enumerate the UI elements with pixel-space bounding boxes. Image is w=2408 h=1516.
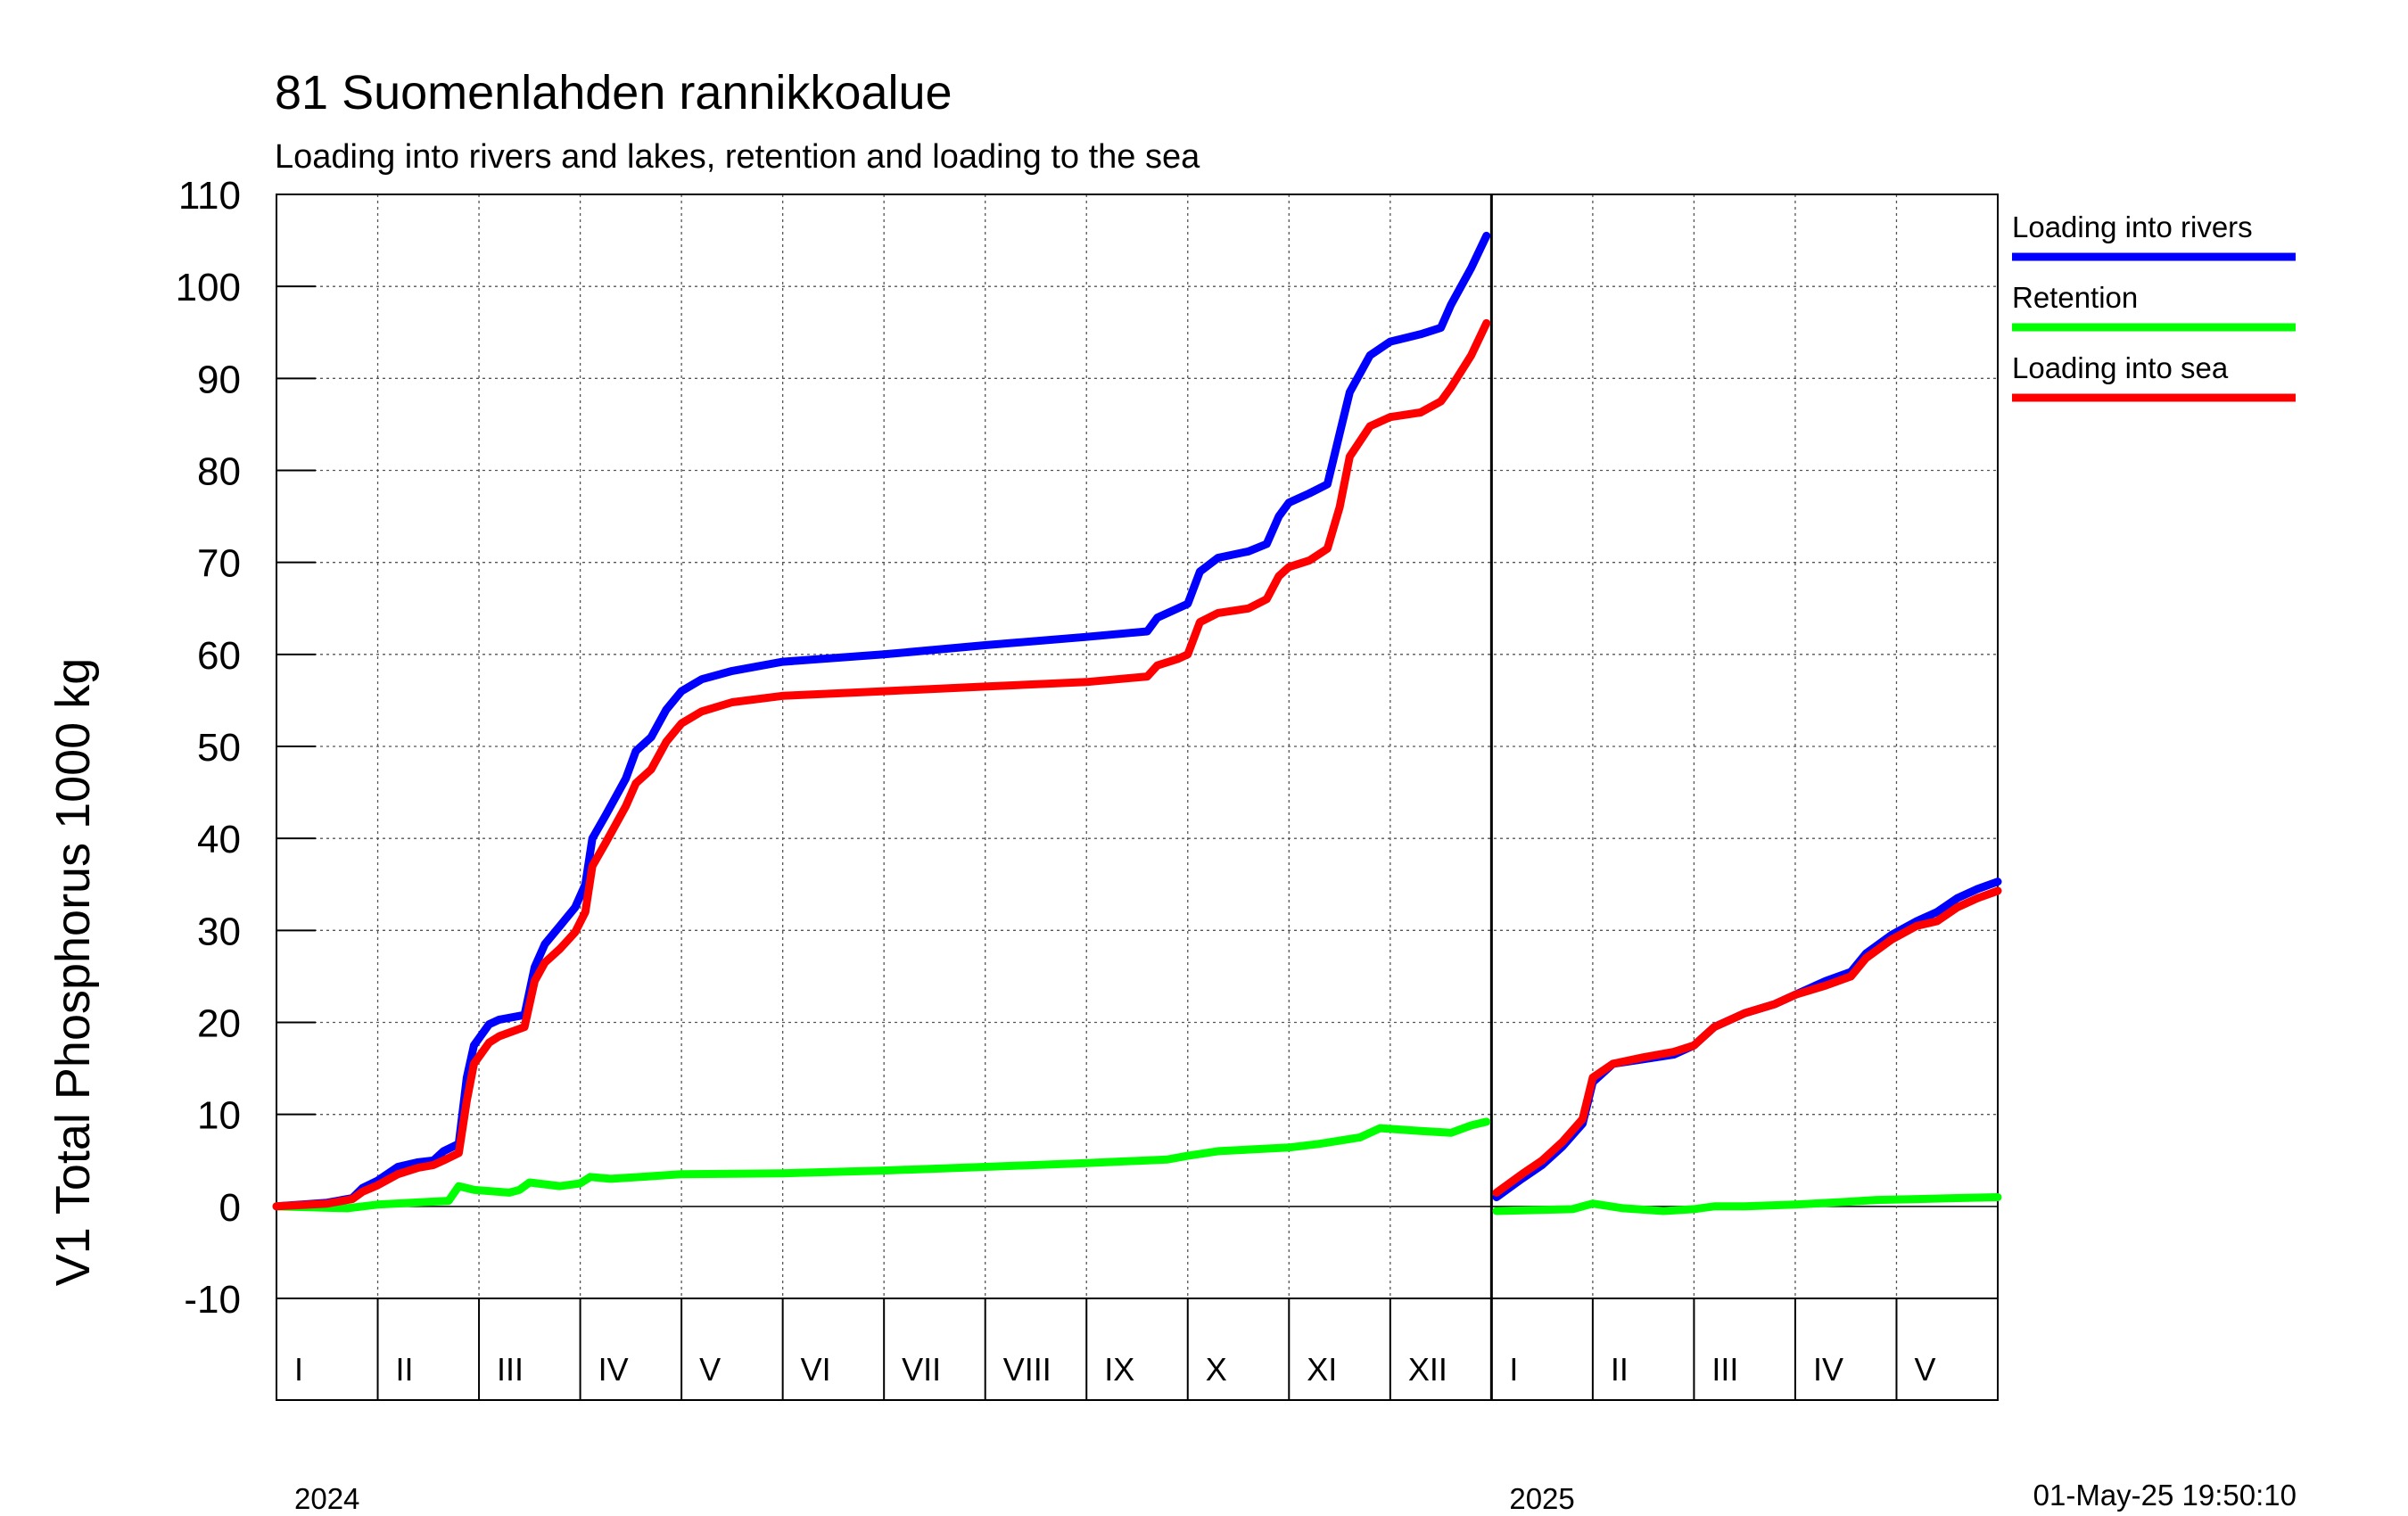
month-label: XI	[1307, 1351, 1337, 1388]
month-label: X	[1206, 1351, 1227, 1388]
gridlines	[276, 194, 1998, 1298]
y-tick-label: 20	[197, 1002, 241, 1046]
year-label: 2025	[1509, 1482, 1574, 1515]
month-label: II	[396, 1351, 414, 1388]
series-line	[272, 231, 1491, 1211]
month-label: III	[1711, 1351, 1738, 1388]
y-tick-label: 40	[197, 818, 241, 861]
y-tick-label: 60	[197, 634, 241, 678]
month-label: V	[699, 1351, 721, 1388]
y-tick-label: 10	[197, 1094, 241, 1138]
y-tick-label: 30	[197, 910, 241, 953]
timestamp: 01-May-25 19:50:10	[2033, 1479, 2297, 1512]
y-axis-label: V1 Total Phosphorus 1000 kg	[46, 658, 100, 1287]
month-label: VIII	[1003, 1351, 1051, 1388]
month-label: I	[1509, 1351, 1518, 1388]
y-tick-label: -10	[184, 1278, 241, 1322]
legend-label: Loading into rivers	[2012, 210, 2253, 243]
month-label: V	[1914, 1351, 1935, 1388]
y-tick-label: 50	[197, 726, 241, 770]
y-tick-label: 100	[176, 266, 241, 309]
month-label: IX	[1104, 1351, 1134, 1388]
chart-title: 81 Suomenlahden rannikkoalue	[275, 66, 952, 119]
series-line	[272, 318, 1491, 1211]
chart-subtitle: Loading into rivers and lakes, retention…	[275, 138, 1200, 176]
legend-label: Loading into sea	[2012, 351, 2229, 384]
year-label: 2024	[294, 1482, 359, 1515]
month-label: VI	[801, 1351, 831, 1388]
series-line	[1492, 1193, 2002, 1215]
month-label: III	[497, 1351, 524, 1388]
series-line	[272, 1117, 1491, 1213]
month-label: IV	[598, 1351, 629, 1388]
series-line	[1492, 877, 2002, 1201]
month-label: VII	[902, 1351, 941, 1388]
y-tick-label: 90	[197, 358, 241, 401]
month-label: XII	[1408, 1351, 1447, 1388]
y-tick-label: 70	[197, 542, 241, 586]
y-tick-label: 0	[219, 1186, 241, 1230]
plot-frame	[276, 194, 1999, 1401]
y-tick-label: 110	[178, 174, 241, 218]
month-label: I	[294, 1351, 303, 1388]
legend-label: Retention	[2012, 281, 2138, 314]
month-label: IV	[1813, 1351, 1843, 1388]
series-lines	[272, 231, 2002, 1215]
month-label: II	[1611, 1351, 1629, 1388]
series-line	[1492, 886, 2002, 1197]
legend: Loading into rivers Retention Loading into…	[2012, 210, 2296, 402]
y-tick-label: 80	[197, 450, 241, 494]
